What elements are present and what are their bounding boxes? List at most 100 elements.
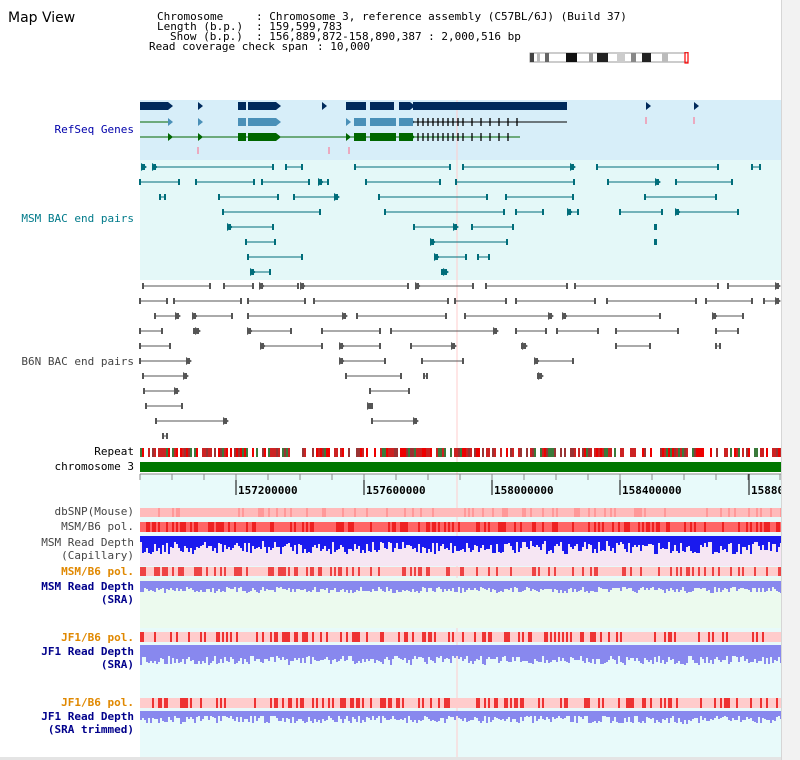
polymorphism-cell bbox=[160, 698, 162, 708]
jf1-sra-depth-bar bbox=[722, 645, 724, 660]
track-label-msm-bac[interactable]: MSM BAC end pairs bbox=[21, 212, 134, 225]
gene-exon[interactable] bbox=[399, 133, 413, 141]
track-label-msm-depth-capillary: MSM Read Depth bbox=[41, 536, 134, 549]
polymorphism-cell bbox=[492, 508, 494, 517]
track-label-refseq[interactable]: RefSeq Genes bbox=[54, 123, 134, 136]
jf1-sra-depth-bar bbox=[160, 645, 162, 658]
b6n-bac-pair-arrow bbox=[183, 372, 189, 380]
msm-sra-depth-bar bbox=[778, 581, 780, 592]
jf1-sra-depth-bar bbox=[566, 645, 568, 662]
repeat-element bbox=[544, 448, 546, 457]
polymorphism-cell bbox=[574, 508, 576, 517]
msm-capillary-depth-bar bbox=[490, 536, 492, 545]
msm-sra-depth-bar bbox=[240, 581, 242, 587]
jf1-trimmed-depth-bar bbox=[612, 711, 614, 721]
jf1-trimmed-depth-bar bbox=[304, 711, 306, 723]
jf1-trimmed-depth-bar bbox=[538, 711, 540, 719]
msm-capillary-depth-bar bbox=[752, 536, 754, 544]
jf1-trimmed-depth-bar bbox=[372, 711, 374, 716]
repeat-element bbox=[658, 448, 660, 457]
gene-exon[interactable] bbox=[399, 118, 413, 126]
polymorphism-cell bbox=[422, 632, 424, 642]
jf1-trimmed-depth-bar bbox=[268, 711, 270, 723]
polymorphism-cell bbox=[728, 508, 730, 517]
jf1-trimmed-depth-bar bbox=[680, 711, 682, 722]
gene-exon[interactable] bbox=[248, 118, 276, 126]
msm-sra-depth-bar bbox=[712, 581, 714, 593]
gene-exon[interactable] bbox=[238, 133, 246, 141]
gene-exon[interactable] bbox=[399, 102, 410, 110]
msm-capillary-depth-bar bbox=[166, 536, 168, 543]
polymorphism-cell bbox=[444, 522, 446, 532]
polymorphism-cell bbox=[500, 522, 502, 532]
vertical-scrollbar[interactable] bbox=[781, 0, 800, 760]
jf1-sra-depth-bar bbox=[702, 645, 704, 659]
jf1-trimmed-depth-bar bbox=[382, 711, 384, 716]
gene-exon[interactable] bbox=[354, 118, 366, 126]
gene-exon[interactable] bbox=[140, 102, 168, 110]
jf1-trimmed-depth-bar bbox=[496, 711, 498, 718]
polymorphism-cell bbox=[746, 522, 748, 532]
gene-exon[interactable] bbox=[413, 102, 567, 110]
gene-exon[interactable] bbox=[238, 118, 246, 126]
msm-sra-depth-bar bbox=[694, 581, 696, 588]
jf1-trimmed-depth-bar bbox=[416, 711, 418, 723]
jf1-trimmed-depth-bar bbox=[266, 711, 268, 722]
gene-exon[interactable] bbox=[370, 102, 394, 110]
gene-exon[interactable] bbox=[248, 102, 276, 110]
polymorphism-cell bbox=[222, 632, 224, 642]
msm-capillary-depth-bar bbox=[538, 536, 540, 547]
gene-exon[interactable] bbox=[370, 118, 396, 126]
msm-sra-depth-bar bbox=[382, 581, 384, 591]
msm-bac-track[interactable] bbox=[139, 163, 761, 276]
b6n-bac-pair-arrow bbox=[712, 312, 718, 320]
b6n-bac-pair-end bbox=[566, 283, 568, 289]
jf1-sra-depth-bar bbox=[328, 645, 330, 660]
refseq-genes-track[interactable] bbox=[140, 102, 699, 154]
jf1-sra-depth-bar bbox=[770, 645, 772, 657]
polymorphism-cell bbox=[760, 508, 762, 517]
jf1-trimmed-depth-bar bbox=[516, 711, 518, 722]
gene-exon[interactable] bbox=[370, 133, 396, 141]
msm-capillary-depth-bar bbox=[398, 536, 400, 549]
jf1-trimmed-depth-bar bbox=[224, 711, 226, 716]
msm-sra-depth-bar bbox=[404, 581, 406, 591]
gene-exon[interactable] bbox=[248, 133, 276, 141]
msm-sra-depth-bar bbox=[380, 581, 382, 589]
msm-capillary-depth-bar bbox=[212, 536, 214, 551]
genome-graphics[interactable] bbox=[0, 0, 781, 760]
repeat-element bbox=[154, 448, 156, 457]
polymorphism-cell bbox=[338, 567, 340, 576]
b6n-bac-pair-end bbox=[371, 418, 373, 424]
polymorphism-cell bbox=[618, 698, 620, 708]
msm-bac-pair-end bbox=[655, 224, 657, 230]
repeat-element bbox=[338, 448, 340, 457]
jf1-sra-depth-bar bbox=[692, 645, 694, 660]
gene-exon[interactable] bbox=[354, 133, 366, 141]
repeat-element bbox=[498, 448, 500, 457]
msm-sra-depth-bar bbox=[470, 581, 472, 590]
chromosome-ideogram[interactable] bbox=[529, 52, 691, 64]
jf1-sra-depth-bar bbox=[464, 645, 466, 659]
polymorphism-cell bbox=[346, 567, 348, 576]
jf1-sra-depth-bar bbox=[356, 645, 358, 663]
msm-bac-pair-end bbox=[644, 194, 646, 200]
track-label-msm-b6-pol: MSM/B6 pol. bbox=[61, 520, 134, 533]
polymorphism-cell bbox=[146, 522, 148, 532]
msm-bac-pair-end bbox=[506, 239, 508, 245]
polymorphism-cell bbox=[296, 567, 298, 576]
polymorphism-cell bbox=[218, 632, 220, 642]
polymorphism-cell bbox=[302, 522, 304, 532]
msm-capillary-depth-bar bbox=[182, 536, 184, 552]
msm-bac-pair-arrow bbox=[570, 163, 576, 171]
gene-exon[interactable] bbox=[238, 102, 246, 110]
repeat-element bbox=[170, 448, 172, 457]
track-label-b6n-bac[interactable]: B6N BAC end pairs bbox=[21, 355, 134, 368]
repeat-element bbox=[318, 448, 320, 457]
polymorphism-cell bbox=[222, 522, 224, 532]
gene-exon[interactable] bbox=[346, 102, 366, 110]
msm-capillary-depth-bar bbox=[772, 536, 774, 544]
b6n-bac-track[interactable] bbox=[139, 282, 781, 439]
horizontal-scrollbar[interactable] bbox=[0, 757, 781, 760]
